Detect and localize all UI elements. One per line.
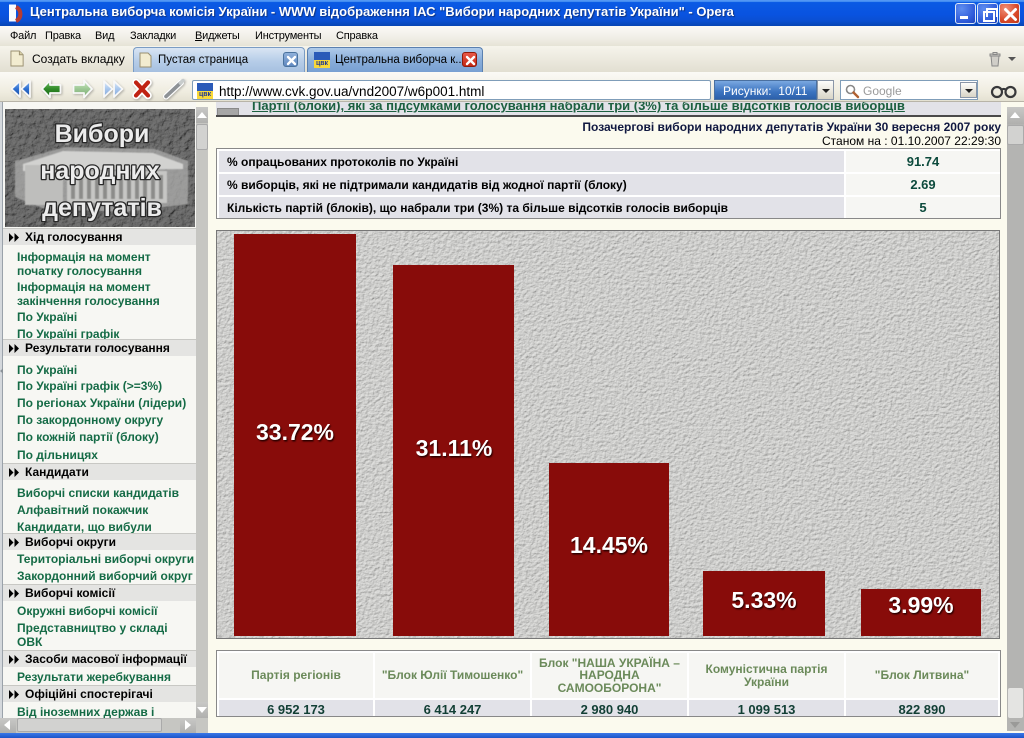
- svg-text:депутатів: депутатів: [42, 194, 162, 222]
- svg-text:цвк: цвк: [199, 91, 212, 98]
- svg-text:народних: народних: [40, 157, 160, 185]
- svg-text:Вибори: Вибори: [55, 120, 150, 148]
- svg-text:цвк: цвк: [316, 60, 329, 67]
